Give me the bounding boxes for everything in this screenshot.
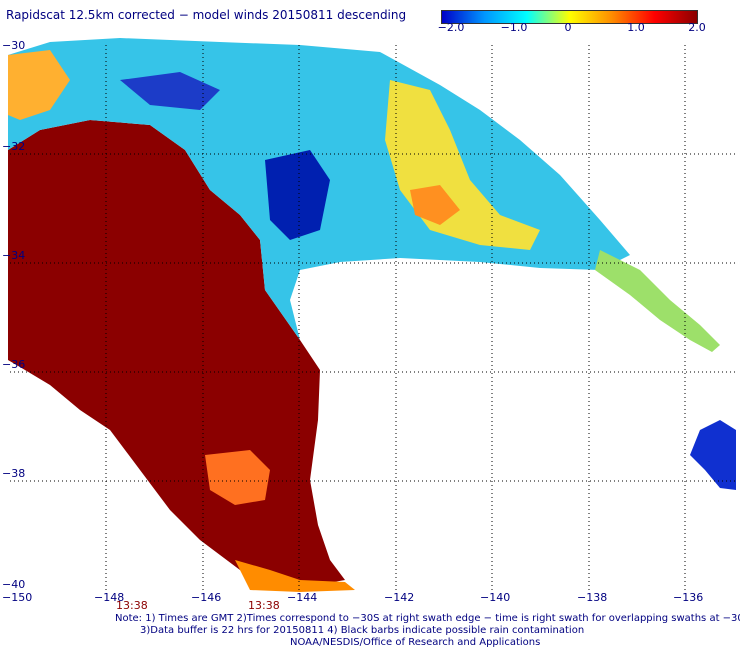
x-axis-label: −140 bbox=[480, 591, 510, 604]
pass-time-label: 13:38 bbox=[116, 599, 148, 612]
colorbar-label: 0 bbox=[564, 21, 572, 34]
color-scale-bar bbox=[441, 10, 698, 24]
swath-region-edge-blue bbox=[690, 420, 736, 490]
swath-region-orange-core bbox=[205, 450, 270, 505]
swath-region-orange-tip bbox=[235, 560, 355, 592]
x-axis-label: −148 bbox=[94, 591, 124, 604]
y-axis-label: −36 bbox=[2, 358, 25, 371]
swath-region-orange bbox=[410, 185, 460, 225]
x-axis-label: −136 bbox=[673, 591, 703, 604]
colorbar-label: 1.0 bbox=[627, 21, 645, 34]
y-axis-label: −38 bbox=[2, 467, 25, 480]
swath-region-blue bbox=[265, 150, 330, 240]
x-axis-label: −142 bbox=[384, 591, 414, 604]
swath-region-tail bbox=[595, 250, 720, 352]
colorbar-label: −1.0 bbox=[500, 21, 528, 34]
footnote-credit: NOAA/NESDIS/Office of Research and Appli… bbox=[290, 637, 541, 648]
colorbar-label: 2.0 bbox=[688, 21, 706, 34]
x-axis-label: −138 bbox=[577, 591, 607, 604]
swath-data-layer bbox=[8, 38, 736, 592]
colorbar-label: −2.0 bbox=[437, 21, 465, 34]
y-axis-label: −30 bbox=[2, 39, 25, 52]
y-axis-label: −40 bbox=[2, 578, 25, 591]
footnote-line-1: Note: 1) Times are GMT 2)Times correspon… bbox=[115, 613, 740, 624]
swath-region-warm-edge bbox=[8, 50, 70, 120]
y-axis-label: −32 bbox=[2, 140, 25, 153]
footnote-line-2: 3)Data buffer is 22 hrs for 20150811 4) … bbox=[140, 625, 585, 636]
x-axis-label: −146 bbox=[191, 591, 221, 604]
graticule bbox=[10, 45, 736, 590]
swath-region-blue bbox=[120, 72, 220, 110]
pass-time-label: 13:38 bbox=[248, 599, 280, 612]
map-title: Rapidscat 12.5km corrected − model winds… bbox=[6, 8, 407, 22]
x-axis-label: −150 bbox=[2, 591, 32, 604]
x-axis-label: −144 bbox=[287, 591, 317, 604]
y-axis-label: −34 bbox=[2, 249, 25, 262]
